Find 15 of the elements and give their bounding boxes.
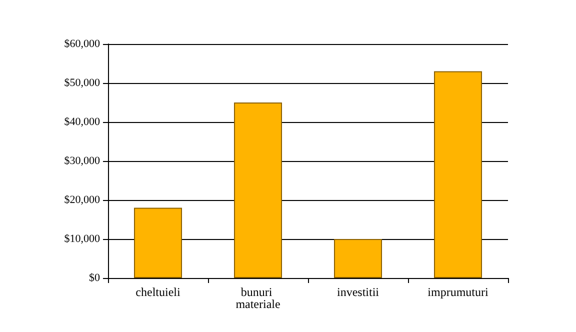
x-tick-label: imprumuturi	[428, 285, 489, 299]
y-tick-label: $40,000	[64, 116, 100, 128]
x-tick-label: cheltuieli	[136, 285, 181, 299]
y-tick-label: $20,000	[64, 194, 100, 206]
bar	[134, 208, 182, 278]
bar	[434, 71, 482, 278]
y-tick-label: $10,000	[64, 233, 100, 245]
x-tick-label: investitii	[337, 285, 380, 299]
bar	[334, 239, 382, 278]
y-tick-label: $30,000	[64, 155, 100, 167]
x-tick-label: bunuri materiale	[236, 285, 280, 311]
y-tick-label: $0	[89, 272, 100, 284]
bar	[234, 102, 282, 278]
y-tick-label: $50,000	[64, 77, 100, 89]
y-tick-label: $60,000	[64, 38, 100, 50]
